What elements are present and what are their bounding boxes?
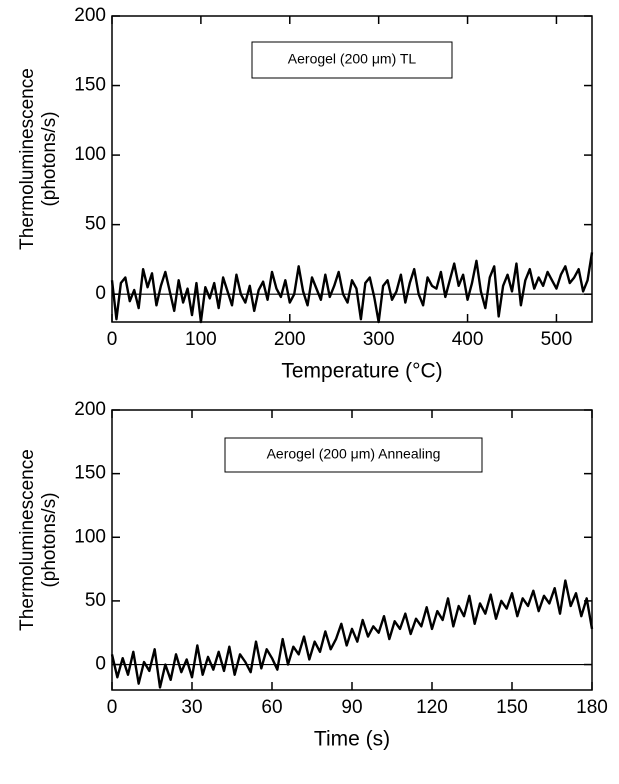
x-axis-label: Time (s) bbox=[314, 728, 390, 751]
x-tick-label: 150 bbox=[496, 697, 528, 718]
data-line bbox=[110, 252, 594, 324]
y-tick-label: 150 bbox=[74, 463, 106, 484]
y-tick-label: 100 bbox=[74, 144, 106, 165]
y-tick-label: 200 bbox=[74, 399, 106, 420]
y-tick-label: 50 bbox=[85, 214, 106, 235]
y-axis-label: (photons/s) bbox=[39, 492, 60, 587]
x-tick-label: 180 bbox=[576, 697, 608, 718]
annotation: Aerogel (200 μm) Annealing bbox=[267, 446, 441, 462]
x-tick-label: 0 bbox=[107, 697, 118, 718]
x-tick-label: 30 bbox=[181, 697, 202, 718]
y-tick-label: 0 bbox=[95, 654, 106, 675]
x-tick-label: 0 bbox=[107, 329, 118, 350]
x-tick-label: 120 bbox=[416, 697, 448, 718]
annotation-box bbox=[224, 437, 483, 473]
x-tick-label: 500 bbox=[541, 329, 573, 350]
x-tick-label: 200 bbox=[274, 329, 306, 350]
annotation-box bbox=[251, 41, 453, 79]
y-axis-label: Thermoluminescence bbox=[17, 449, 38, 631]
y-tick-label: 100 bbox=[74, 526, 106, 547]
annotation: Aerogel (200 μm) TL bbox=[288, 51, 417, 67]
y-axis-label: Thermoluminescence bbox=[17, 68, 38, 250]
x-tick-label: 400 bbox=[452, 329, 484, 350]
y-tick-label: 50 bbox=[85, 590, 106, 611]
plot-frame bbox=[111, 15, 593, 323]
y-tick-label: 150 bbox=[74, 75, 106, 96]
y-tick-label: 0 bbox=[95, 283, 106, 304]
x-tick-label: 300 bbox=[363, 329, 395, 350]
x-tick-label: 90 bbox=[341, 697, 362, 718]
data-line bbox=[110, 579, 594, 689]
x-tick-label: 100 bbox=[185, 329, 217, 350]
x-axis-label: Temperature (°C) bbox=[281, 360, 442, 383]
y-tick-label: 200 bbox=[74, 5, 106, 26]
x-tick-label: 60 bbox=[261, 697, 282, 718]
y-axis-label: (photons/s) bbox=[39, 111, 60, 206]
